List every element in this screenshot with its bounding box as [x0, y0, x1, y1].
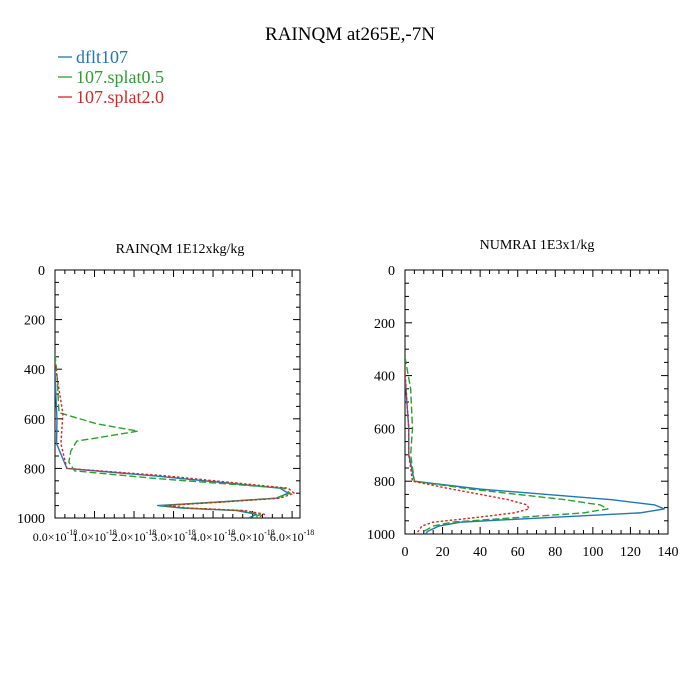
x-tick-label-mantissa: 140 [658, 545, 679, 560]
legend: dflt107 107.splat0.5 107.splat2.0 [58, 47, 164, 107]
series-line-107-splat0-5 [405, 356, 609, 534]
y-tick-label: 800 [24, 462, 45, 477]
figure-title: RAINQM at265E,-7N [265, 24, 435, 45]
series-line-dflt107 [405, 375, 665, 534]
y-tick-label: 1000 [367, 528, 395, 543]
series-line-107-splat2-0 [405, 370, 530, 534]
x-tick-label-exponent: -18 [67, 528, 78, 537]
x-tick-label-exponent: -18 [225, 528, 236, 537]
panel-title: NUMRAI 1E3x1/kg [480, 238, 595, 253]
x-tick-label: 5.0×10-18 [230, 528, 274, 544]
y-tick-label: 600 [374, 422, 395, 437]
legend-label: 107.splat0.5 [76, 67, 164, 87]
series-line-107-splat0-5 [55, 354, 291, 518]
y-tick-label: 800 [374, 475, 395, 490]
x-tick-label: 20 [436, 545, 450, 560]
y-tick-label: 600 [24, 413, 45, 428]
x-tick-label-mantissa: 20 [436, 545, 450, 560]
x-tick-label: 80 [548, 545, 562, 560]
x-tick-label-mantissa: 60 [511, 545, 525, 560]
legend-entry-1: dflt107 [58, 47, 128, 67]
legend-label: dflt107 [76, 47, 128, 67]
x-tick-label-exponent: -18 [185, 528, 196, 537]
plot-frame [54, 269, 301, 519]
x-tick-label-mantissa: 0 [402, 545, 409, 560]
x-tick-label-mantissa: 5.0×10 [230, 530, 264, 544]
y-tick-label: 0 [388, 264, 395, 279]
x-tick-label-exponent: -18 [106, 528, 117, 537]
series-line-dflt107 [55, 369, 289, 518]
legend-entry-2: 107.splat0.5 [58, 67, 164, 87]
x-tick-label: 140 [658, 545, 679, 560]
y-tick-label: 400 [24, 363, 45, 378]
x-tick-label: 0.0×10-18 [33, 528, 77, 544]
x-tick-label-mantissa: 100 [582, 545, 603, 560]
y-tick-label: 0 [38, 264, 45, 279]
x-tick-label-mantissa: 1.0×10 [72, 530, 106, 544]
x-tick-label-exponent: -18 [264, 528, 275, 537]
x-tick-label-mantissa: 3.0×10 [151, 530, 185, 544]
x-tick-label-mantissa: 2.0×10 [112, 530, 146, 544]
plot-frame [404, 269, 669, 535]
x-tick-label: 100 [582, 545, 603, 560]
rainqm-panel: RAINQM 1E12xkg/kg 020040060080010000.0×1… [17, 242, 314, 544]
x-tick-label: 6.0×10-18 [270, 528, 314, 544]
x-tick-label-exponent: -18 [146, 528, 157, 537]
x-tick-label: 2.0×10-18 [112, 528, 156, 544]
x-tick-label-mantissa: 40 [473, 545, 487, 560]
x-tick-label: 120 [620, 545, 641, 560]
y-tick-label: 200 [374, 317, 395, 332]
x-tick-label-mantissa: 80 [548, 545, 562, 560]
y-tick-label: 200 [24, 314, 45, 329]
x-tick-label-mantissa: 0.0×10 [33, 530, 67, 544]
x-tick-label: 3.0×10-18 [151, 528, 195, 544]
y-tick-label: 1000 [17, 512, 45, 527]
series-line-107-splat2-0 [55, 364, 295, 518]
x-tick-label: 0 [402, 545, 409, 560]
numrai-panel: NUMRAI 1E3x1/kg 0 200 400 600 800 1000 0 20 40 60… [367, 238, 679, 560]
x-tick-label-mantissa: 4.0×10 [191, 530, 225, 544]
x-tick-label-exponent: -18 [304, 528, 315, 537]
x-tick-label: 4.0×10-18 [191, 528, 235, 544]
x-tick-label: 1.0×10-18 [72, 528, 116, 544]
x-tick-label: 60 [511, 545, 525, 560]
x-tick-label-mantissa: 6.0×10 [270, 530, 304, 544]
panel-title: RAINQM 1E12xkg/kg [116, 242, 245, 257]
legend-entry-3: 107.splat2.0 [58, 87, 164, 107]
y-tick-label: 400 [374, 370, 395, 385]
legend-label: 107.splat2.0 [76, 87, 164, 107]
x-tick-label: 40 [473, 545, 487, 560]
x-tick-label-mantissa: 120 [620, 545, 641, 560]
